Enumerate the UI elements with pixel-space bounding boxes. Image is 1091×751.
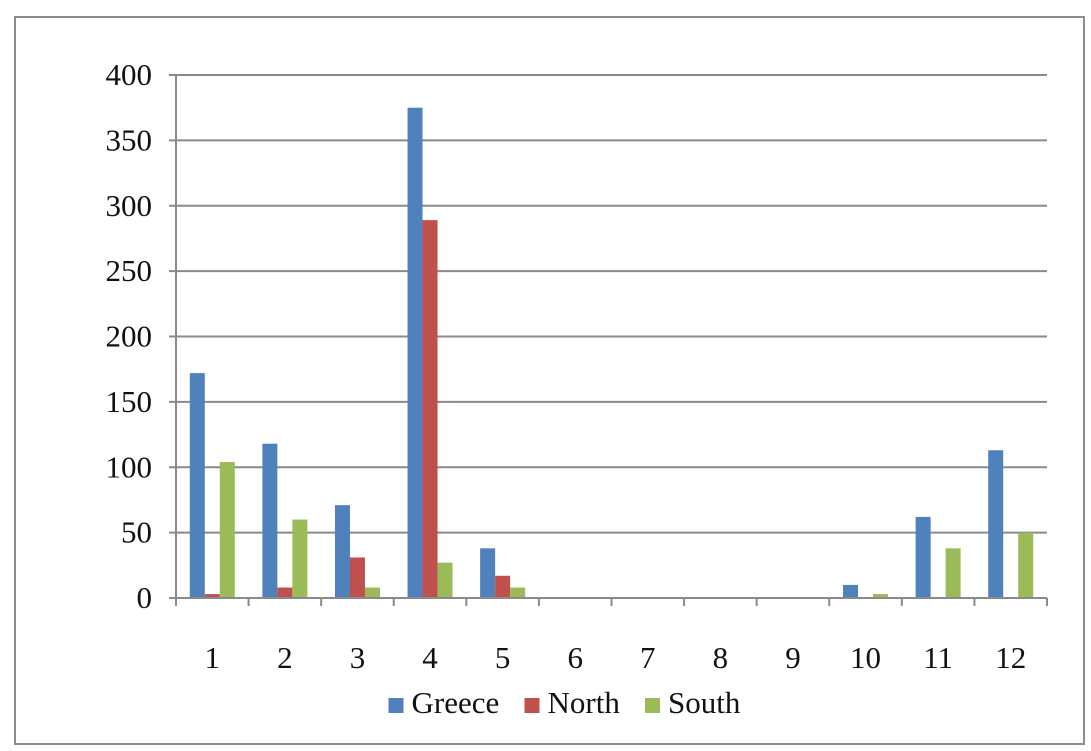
x-tick-label: 11	[923, 640, 953, 675]
legend-label-south: South	[668, 685, 741, 720]
x-tick-label: 2	[277, 640, 293, 675]
bar-south-11	[945, 548, 961, 598]
y-tick-label: 0	[137, 580, 153, 615]
bar-south-4	[437, 562, 453, 598]
bar-south-5	[510, 587, 526, 598]
y-tick-label: 100	[106, 449, 153, 484]
bar-north-2	[277, 587, 293, 598]
y-tick-label: 150	[106, 384, 153, 419]
y-tick-label: 200	[106, 319, 153, 354]
bar-greece-10	[843, 584, 859, 598]
bar-south-12	[1018, 532, 1034, 598]
legend-swatch-greece	[388, 698, 404, 713]
bar-south-1	[219, 462, 235, 598]
bar-greece-3	[334, 505, 350, 598]
legend-swatch-south	[645, 698, 660, 713]
gridlines	[176, 74, 1047, 534]
legend-swatch-north	[524, 698, 540, 713]
y-tick-label: 400	[106, 57, 153, 92]
bar-greece-11	[915, 516, 931, 598]
x-tick-label: 10	[850, 640, 881, 675]
y-tick-label: 350	[106, 122, 153, 157]
bars	[189, 107, 1034, 598]
bar-greece-2	[262, 443, 278, 598]
bar-south-10	[873, 594, 889, 598]
y-tick-label: 300	[106, 188, 153, 223]
legend-label-greece: Greece	[412, 685, 500, 720]
y-tick-label: 50	[121, 515, 152, 550]
legend: Greece North South	[388, 685, 741, 720]
bar-greece-4	[407, 107, 423, 598]
x-tick-label: 5	[495, 640, 511, 675]
bar-north-4	[422, 220, 438, 598]
x-tick-label: 7	[640, 640, 656, 675]
axes	[169, 74, 1048, 606]
x-tick-label: 12	[995, 640, 1026, 675]
bar-greece-1	[189, 373, 205, 598]
x-tick-label: 4	[422, 640, 438, 675]
bar-north-3	[349, 557, 365, 598]
bar-south-2	[292, 519, 308, 598]
bar-greece-12	[988, 450, 1004, 598]
bar-north-1	[204, 594, 220, 598]
x-tick-label: 6	[567, 640, 583, 675]
x-tick-label: 1	[205, 640, 221, 675]
bar-greece-5	[480, 548, 496, 598]
legend-label-north: North	[548, 685, 621, 720]
bar-north-5	[495, 575, 511, 598]
bar-south-3	[364, 587, 380, 598]
x-tick-label: 9	[785, 640, 801, 675]
y-tick-label: 250	[106, 253, 153, 288]
x-tick-label: 8	[713, 640, 729, 675]
x-tick-label: 3	[350, 640, 366, 675]
